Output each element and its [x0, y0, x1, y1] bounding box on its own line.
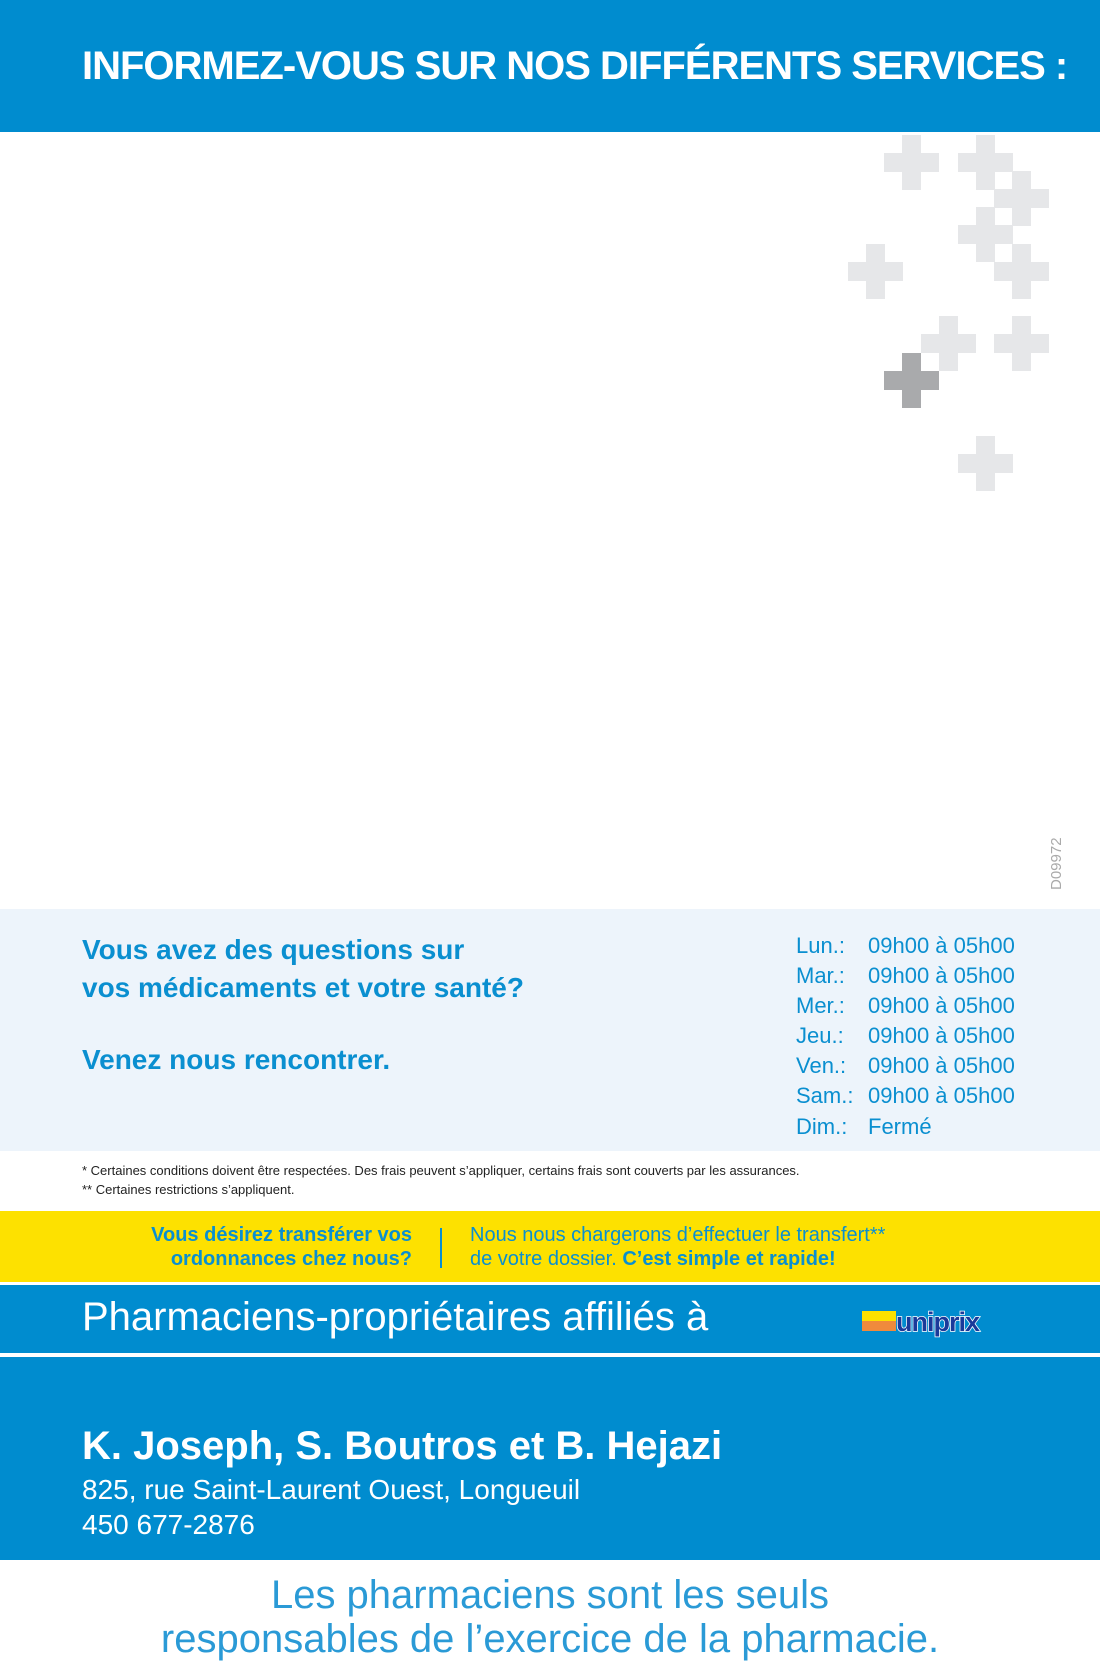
plus-icon	[884, 353, 939, 408]
plus-icon	[958, 207, 1013, 262]
hours-row: Ven.: 09h00 à 05h00	[796, 1053, 1015, 1079]
transfer-banner	[0, 1211, 1100, 1282]
transfer-answer-line1: Nous nous chargerons d’effectuer le tran…	[470, 1224, 886, 1246]
hours-row: Lun.: 09h00 à 05h00	[796, 933, 1015, 959]
info-question-line1: Vous avez des questions sur	[82, 934, 465, 965]
footnote: ** Certaines restrictions s’appliquent.	[82, 1182, 295, 1197]
day-label: Sam.:	[796, 1083, 854, 1108]
plus-icon	[994, 171, 1049, 226]
pharmacy-block	[0, 1357, 1100, 1560]
day-label: Jeu.:	[796, 1023, 844, 1048]
hours-value: 09h00 à 05h00	[868, 1023, 1015, 1048]
pharmacist-names: K. Joseph, S. Boutros et B. Hejazi	[82, 1424, 723, 1468]
hours-value: 09h00 à 05h00	[868, 1053, 1015, 1078]
transfer-question-line1: Vous désirez transférer vos	[151, 1224, 412, 1246]
hours-row: Dim.: Fermé	[796, 1114, 932, 1140]
transfer-question-line2: ordonnances chez nous?	[170, 1248, 412, 1270]
pharmacy-address: 825, rue Saint-Laurent Ouest, Longueuil	[82, 1474, 581, 1505]
plus-icon	[921, 316, 976, 371]
page-title: INFORMEZ-VOUS SUR NOS DIFFÉRENTS SERVICE…	[82, 44, 1068, 88]
pharmacy-phone: 450 677-2876	[82, 1509, 255, 1540]
plus-icon	[848, 244, 903, 299]
divider	[440, 1228, 442, 1268]
plus-icon	[994, 244, 1049, 299]
hours-value: 09h00 à 05h00	[868, 963, 1015, 988]
footnote: * Certaines conditions doivent être resp…	[82, 1163, 800, 1178]
footer-line2: responsables de l’exercice de la pharmac…	[160, 1617, 940, 1661]
day-label: Mer.:	[796, 993, 845, 1018]
svg-text:uniprix: uniprix	[896, 1307, 980, 1337]
header-banner	[0, 0, 1100, 132]
hours-value: 09h00 à 05h00	[868, 993, 1015, 1018]
day-label: Lun.:	[796, 933, 845, 958]
hours-row: Mer.: 09h00 à 05h00	[796, 993, 1015, 1019]
info-section	[0, 909, 1100, 1151]
day-label: Dim.:	[796, 1114, 848, 1139]
hours-value: Fermé	[868, 1114, 932, 1139]
plus-icon	[958, 135, 1013, 190]
info-question-line2: vos médicaments et votre santé?	[82, 972, 524, 1003]
plus-icon	[884, 135, 939, 190]
day-label: Ven.:	[796, 1053, 847, 1078]
plus-icon	[994, 316, 1049, 371]
affiliation-text: Pharmaciens-propriétaires affiliés à	[82, 1295, 709, 1339]
affiliation-banner	[0, 1285, 1100, 1353]
uniprix-logo: uniprix	[862, 1306, 982, 1338]
transfer-text: de votre dossier.	[470, 1248, 623, 1270]
hours-row: Mar.: 09h00 à 05h00	[796, 963, 1015, 989]
hours-value: 09h00 à 05h00	[868, 1083, 1015, 1108]
transfer-emphasis: C’est simple et rapide!	[622, 1248, 836, 1270]
transfer-answer-line2: de votre dossier. C’est simple et rapide…	[470, 1248, 836, 1271]
day-label: Mar.:	[796, 963, 845, 988]
hours-row: Jeu.: 09h00 à 05h00	[796, 1023, 1015, 1049]
footer-line1: Les pharmaciens sont les seuls	[270, 1573, 830, 1617]
plus-icon	[958, 436, 1013, 491]
document-code: D09972	[1048, 837, 1065, 890]
info-invite: Venez nous rencontrer.	[82, 1044, 391, 1075]
hours-row: Sam.: 09h00 à 05h00	[796, 1083, 1015, 1109]
hours-value: 09h00 à 05h00	[868, 933, 1015, 958]
